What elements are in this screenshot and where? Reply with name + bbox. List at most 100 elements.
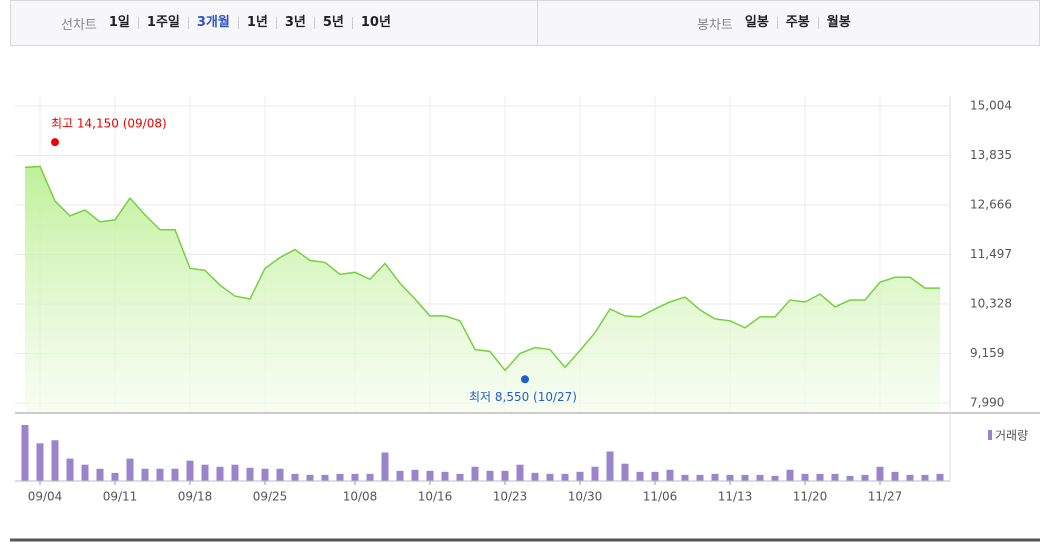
- volume-bar: [321, 474, 329, 481]
- tab[interactable]: 1주일: [137, 16, 188, 29]
- x-tick-label: 09/18: [178, 490, 213, 504]
- annotation-label: 최저 8,550 (10/27): [469, 390, 577, 404]
- volume-bar: [771, 475, 779, 481]
- volume-bar: [261, 468, 269, 481]
- volume-bar: [831, 473, 839, 481]
- volume-bar: [591, 466, 599, 481]
- volume-bar: [786, 469, 794, 481]
- divider: [537, 1, 538, 45]
- volume-bar: [891, 471, 899, 481]
- volume-bar: [21, 425, 29, 481]
- volume-bar: [516, 464, 524, 481]
- volume-bar: [666, 469, 674, 481]
- volume-bar: [936, 473, 944, 481]
- x-tick-label: 10/08: [343, 490, 378, 504]
- price-area: [25, 166, 940, 413]
- legend-label: 거래량: [995, 429, 1028, 443]
- volume-bar: [291, 473, 299, 481]
- volume-bar: [231, 464, 239, 481]
- price-line: [24, 165, 940, 372]
- x-tick-label: 11/13: [718, 490, 753, 504]
- y-tick-label: 15,004: [970, 99, 1012, 113]
- volume-bar: [111, 472, 119, 481]
- volume-bar: [336, 473, 344, 481]
- y-tick-label: 7,990: [970, 396, 1004, 410]
- candle-chart-tabs: 봉차트 일봉 주봉 월봉: [697, 1, 859, 45]
- y-tick-label: 10,328: [970, 297, 1012, 311]
- volume-bar: [726, 474, 734, 481]
- volume-bar: [801, 473, 809, 481]
- tab[interactable]: 주봉: [776, 16, 818, 29]
- x-tick-label: 10/16: [418, 490, 453, 504]
- tab[interactable]: 5년: [313, 16, 352, 29]
- volume-bar: [156, 468, 164, 481]
- volume-bar: [36, 443, 44, 481]
- tab[interactable]: 1일: [108, 15, 130, 30]
- volume-bar: [921, 474, 929, 481]
- volume-bar: [396, 470, 404, 481]
- volume-bar: [741, 474, 749, 481]
- volume-bar: [141, 468, 149, 481]
- volume-bar: [651, 471, 659, 481]
- volume-bar: [186, 460, 194, 481]
- x-tick-label: 11/20: [793, 490, 828, 504]
- x-tick-label: 10/30: [568, 490, 603, 504]
- x-tick-label: 10/23: [493, 490, 528, 504]
- annotation-label: 최고 14,150 (09/08): [51, 117, 167, 131]
- volume-bar: [351, 473, 359, 481]
- x-tick-label: 11/06: [643, 490, 678, 504]
- tab[interactable]: 3개월: [187, 16, 238, 29]
- annotation-dot: [521, 375, 529, 384]
- volume-bar: [816, 473, 824, 481]
- tab[interactable]: 1년: [237, 16, 276, 29]
- line-chart-tabs: 선차트 1일 1주일 3개월 1년 3년 5년 10년: [61, 1, 399, 45]
- volume-bar: [876, 466, 884, 481]
- volume-bar: [306, 474, 314, 481]
- volume-bar: [366, 473, 374, 481]
- y-tick-label: 12,666: [970, 198, 1012, 212]
- x-tick-label: 09/04: [28, 490, 63, 504]
- volume-bar: [861, 474, 869, 481]
- volume-bar: [96, 468, 104, 481]
- legend-swatch: [988, 430, 992, 440]
- volume-bar: [201, 464, 209, 481]
- volume-bar: [471, 466, 479, 481]
- tab[interactable]: 10년: [351, 16, 399, 29]
- volume-bar: [126, 458, 134, 481]
- x-tick-label: 11/27: [868, 490, 903, 504]
- volume-bar: [51, 440, 59, 481]
- volume-bar: [486, 470, 494, 481]
- volume-bar: [216, 466, 224, 481]
- volume-bar: [606, 451, 614, 481]
- tab-group-label: 선차트: [61, 17, 97, 33]
- volume-bar: [846, 475, 854, 481]
- volume-bar: [681, 474, 689, 481]
- x-tick-label: 09/11: [103, 490, 138, 504]
- volume-bar: [756, 474, 764, 481]
- volume-bar: [426, 470, 434, 481]
- volume-bar: [576, 471, 584, 481]
- x-tick-label: 09/25: [253, 490, 288, 504]
- tab[interactable]: 3년: [275, 16, 314, 29]
- tab[interactable]: 일봉: [744, 15, 769, 30]
- volume-bar: [696, 474, 704, 481]
- volume-bar: [171, 468, 179, 481]
- y-tick-label: 11,497: [970, 247, 1012, 261]
- volume-bar: [276, 468, 284, 481]
- volume-bar: [711, 473, 719, 481]
- volume-bar: [531, 472, 539, 481]
- volume-bar: [906, 474, 914, 481]
- annotation-dot: [51, 138, 59, 147]
- tab-group-label: 봉차트: [697, 17, 733, 33]
- volume-bar: [636, 471, 644, 481]
- volume-bar: [81, 464, 89, 481]
- volume-bar: [411, 469, 419, 481]
- tab[interactable]: 월봉: [817, 16, 859, 29]
- volume-bar: [441, 471, 449, 481]
- y-tick-label: 13,835: [970, 148, 1012, 162]
- volume-bar: [501, 470, 509, 481]
- volume-bar: [246, 467, 254, 481]
- volume-bar: [381, 452, 389, 481]
